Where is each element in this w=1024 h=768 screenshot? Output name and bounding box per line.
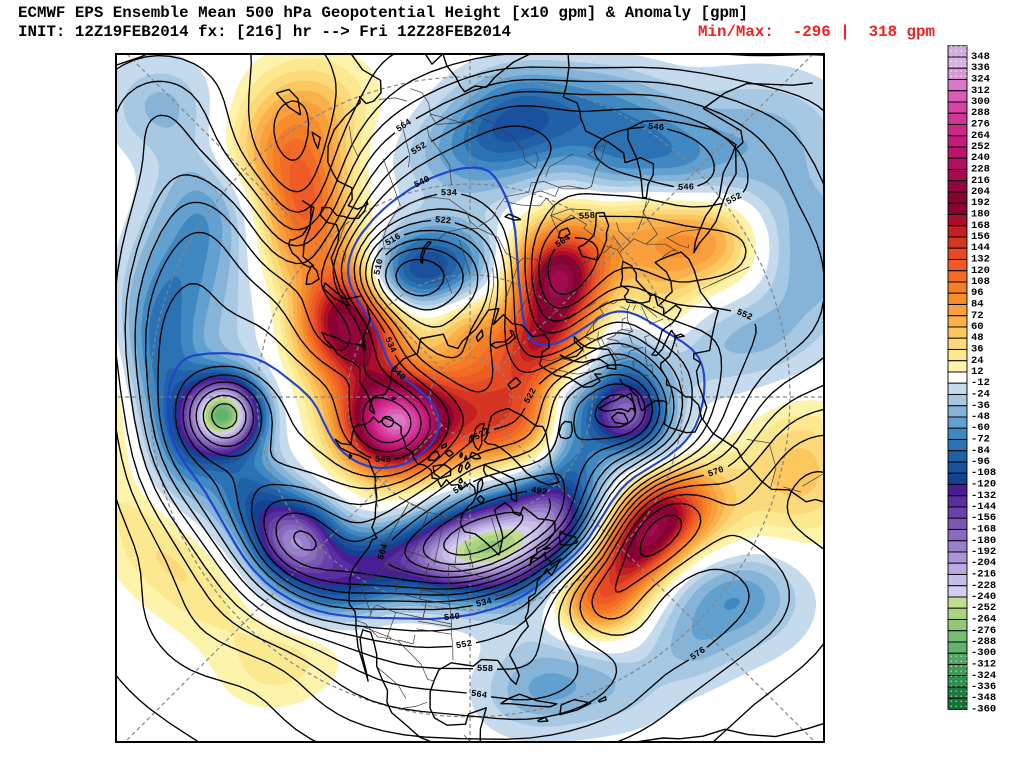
svg-text:-108: -108 xyxy=(971,467,996,479)
svg-text:-312: -312 xyxy=(971,659,996,671)
svg-text:108: 108 xyxy=(971,276,990,288)
svg-text:-240: -240 xyxy=(971,591,996,603)
svg-text:144: 144 xyxy=(971,242,990,254)
svg-text:552: 552 xyxy=(455,639,473,651)
svg-text:312: 312 xyxy=(971,85,990,97)
svg-text:-288: -288 xyxy=(971,636,996,648)
svg-text:534: 534 xyxy=(441,188,458,198)
svg-text:-72: -72 xyxy=(971,434,990,446)
svg-text:204: 204 xyxy=(971,186,990,198)
svg-text:-48: -48 xyxy=(971,411,990,423)
svg-text:-12: -12 xyxy=(971,377,990,389)
svg-text:288: 288 xyxy=(971,107,990,119)
svg-text:564: 564 xyxy=(470,689,488,701)
svg-text:-228: -228 xyxy=(971,580,996,592)
svg-text:252: 252 xyxy=(971,141,990,153)
svg-text:12: 12 xyxy=(971,366,984,378)
svg-text:120: 120 xyxy=(971,265,990,277)
svg-text:216: 216 xyxy=(971,175,990,187)
svg-text:546: 546 xyxy=(375,455,391,465)
svg-text:-168: -168 xyxy=(971,524,996,536)
svg-text:-324: -324 xyxy=(971,670,996,682)
svg-text:-204: -204 xyxy=(971,557,996,569)
svg-text:-192: -192 xyxy=(971,546,996,558)
svg-text:168: 168 xyxy=(971,220,990,232)
svg-text:-156: -156 xyxy=(971,512,996,524)
svg-text:-180: -180 xyxy=(971,535,996,547)
svg-text:348: 348 xyxy=(971,51,990,63)
svg-text:540: 540 xyxy=(443,612,460,624)
svg-text:510: 510 xyxy=(372,258,385,276)
svg-text:240: 240 xyxy=(971,152,990,164)
svg-text:24: 24 xyxy=(971,355,984,367)
svg-text:558: 558 xyxy=(579,211,596,222)
svg-text:-336: -336 xyxy=(971,681,996,693)
svg-text:264: 264 xyxy=(971,130,990,142)
svg-text:336: 336 xyxy=(971,62,990,74)
svg-text:546: 546 xyxy=(648,122,665,133)
svg-text:522: 522 xyxy=(434,215,451,226)
svg-text:-216: -216 xyxy=(971,569,996,581)
svg-text:48: 48 xyxy=(971,332,984,344)
svg-text:-300: -300 xyxy=(971,647,996,659)
svg-text:96: 96 xyxy=(971,287,984,299)
svg-text:558: 558 xyxy=(477,664,493,674)
svg-text:-24: -24 xyxy=(971,389,990,401)
svg-text:492: 492 xyxy=(530,485,548,497)
svg-text:-252: -252 xyxy=(971,602,996,614)
svg-text:-276: -276 xyxy=(971,625,996,637)
svg-text:276: 276 xyxy=(971,119,990,131)
svg-text:-120: -120 xyxy=(971,479,996,491)
svg-text:-84: -84 xyxy=(971,445,990,457)
svg-text:36: 36 xyxy=(971,344,984,356)
svg-text:192: 192 xyxy=(971,197,990,209)
svg-text:84: 84 xyxy=(971,299,984,311)
svg-text:60: 60 xyxy=(971,321,984,333)
svg-text:546: 546 xyxy=(678,182,694,192)
svg-text:-264: -264 xyxy=(971,614,996,626)
svg-text:132: 132 xyxy=(971,254,990,266)
svg-text:72: 72 xyxy=(971,310,984,322)
svg-text:-348: -348 xyxy=(971,692,996,704)
svg-text:228: 228 xyxy=(971,164,990,176)
svg-text:156: 156 xyxy=(971,231,990,243)
svg-text:300: 300 xyxy=(971,96,990,108)
svg-text:-144: -144 xyxy=(971,501,996,513)
svg-text:324: 324 xyxy=(971,74,990,86)
svg-text:180: 180 xyxy=(971,209,990,221)
svg-text:-96: -96 xyxy=(971,456,990,468)
svg-text:-36: -36 xyxy=(971,400,990,412)
svg-text:-60: -60 xyxy=(971,422,990,434)
svg-text:-132: -132 xyxy=(971,490,996,502)
svg-text:534: 534 xyxy=(475,596,494,610)
svg-text:-360: -360 xyxy=(971,704,996,716)
svg-text:504: 504 xyxy=(376,542,391,561)
